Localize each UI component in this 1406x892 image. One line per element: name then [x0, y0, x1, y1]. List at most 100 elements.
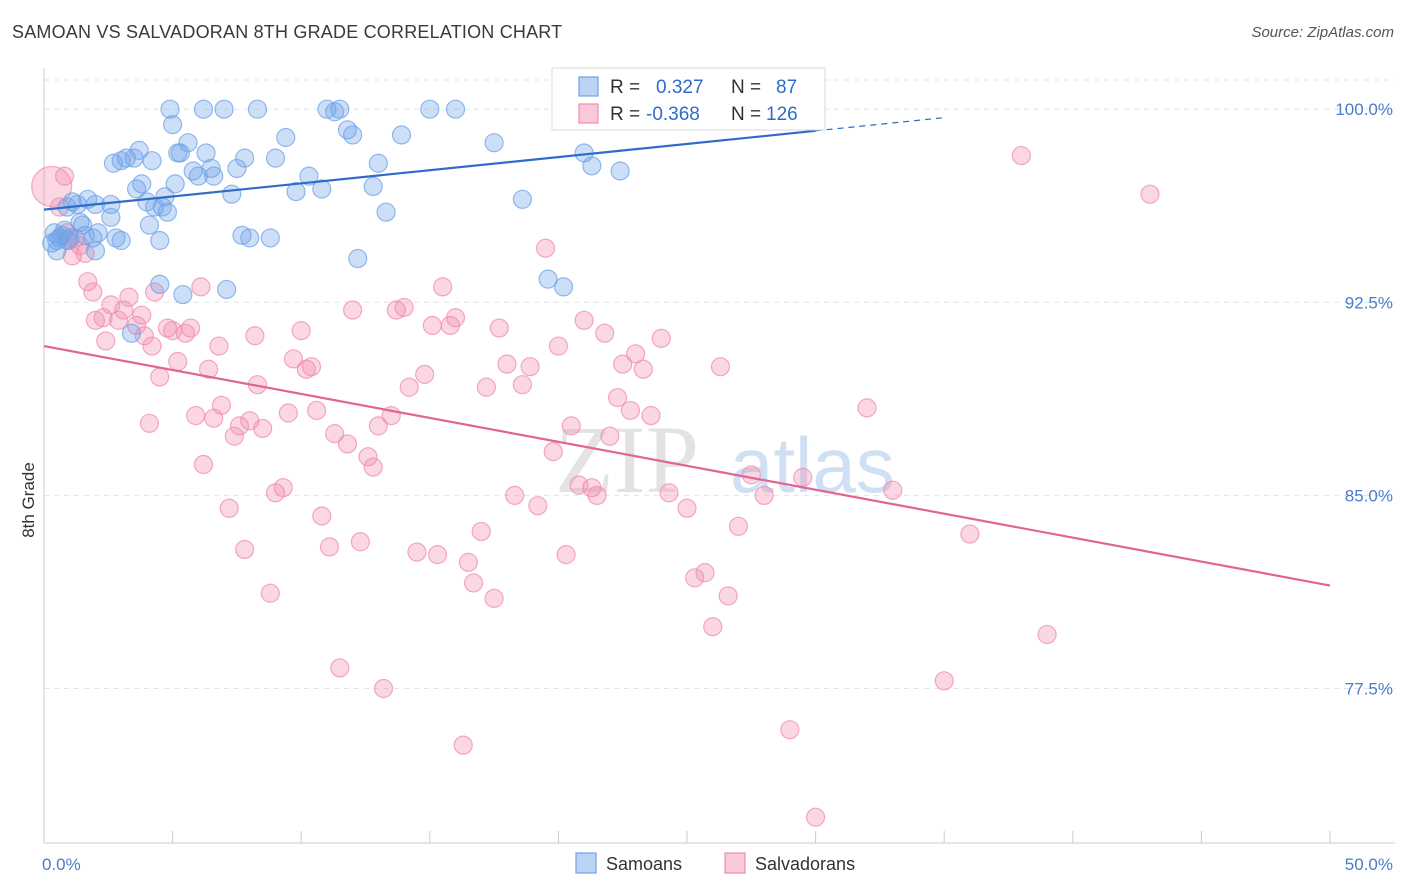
salvadorans-point — [283, 349, 304, 369]
samoans-point — [103, 153, 124, 173]
samoans-point — [170, 143, 190, 163]
samoans-point — [60, 228, 80, 248]
salvadorans-point — [677, 498, 697, 518]
salvadorans-point — [199, 359, 219, 379]
salvadorans-point — [209, 336, 229, 356]
samoans-trend-extension — [815, 117, 945, 132]
salvadorans-point — [471, 521, 491, 542]
salvadorans-point — [427, 545, 448, 565]
samoans-point — [106, 228, 126, 248]
samoans-point — [330, 99, 350, 119]
legend-r-value-2: -0.368 — [646, 104, 700, 125]
salvadorans-point — [497, 354, 517, 374]
salvadorans-point — [142, 336, 162, 356]
salvadorans-point — [445, 308, 466, 328]
salvadorans-point — [175, 323, 196, 343]
samoans-point — [391, 125, 412, 145]
salvadorans-point — [186, 405, 206, 426]
samoans-point — [193, 99, 214, 119]
samoans-point — [160, 99, 180, 119]
watermark-atlas: atlas — [730, 421, 895, 509]
legend-swatch-samoans — [578, 76, 599, 97]
samoans-point — [132, 174, 152, 194]
salvadorans-point — [54, 166, 75, 186]
salvadorans-point — [260, 583, 280, 603]
salvadorans-point — [641, 405, 661, 426]
salvadorans-point — [394, 297, 414, 318]
salvadorans-point — [710, 357, 731, 377]
samoans-points — [42, 99, 630, 343]
salvadorans-point — [157, 318, 178, 338]
salvadorans-point — [535, 238, 556, 258]
salvadorans-point — [625, 344, 646, 364]
salvadorans-point — [463, 573, 484, 593]
salvadorans-point — [505, 485, 525, 506]
samoans-point — [343, 125, 363, 145]
samoans-point — [88, 223, 108, 243]
samoans-point — [232, 225, 252, 245]
salvadorans-point — [433, 277, 453, 297]
salvadorans-point — [291, 321, 311, 341]
legend-n-value-2: 126 — [766, 104, 798, 125]
samoans-point — [227, 158, 247, 179]
salvadorans-point — [718, 586, 738, 606]
samoans-point — [121, 323, 142, 343]
samoans-point — [204, 166, 224, 186]
bottom-legend: Samoans Salvadorans — [575, 852, 855, 874]
samoans-point — [240, 228, 260, 248]
salvadorans-point — [191, 277, 211, 297]
salvadorans-point — [587, 485, 607, 506]
salvadorans-point — [132, 305, 152, 325]
x-tick-labels: 0.0% 50.0% — [42, 855, 1393, 874]
samoans-point — [538, 269, 558, 289]
legend-r-value-1: 0.327 — [656, 77, 704, 98]
x-tick-label-min: 0.0% — [42, 855, 81, 874]
y-tick-label: 77.5% — [1345, 680, 1393, 699]
salvadorans-point — [574, 310, 594, 330]
salvadorans-point — [620, 400, 641, 421]
salvadorans-point — [703, 617, 723, 637]
salvadorans-point — [484, 588, 504, 608]
legend-box: R = 0.327 N = 87 R = -0.368 N = 126 — [551, 67, 826, 131]
salvadorans-point — [278, 403, 298, 423]
legend-n-value-1: 87 — [776, 77, 797, 98]
salvadorans-point — [219, 498, 239, 518]
samoans-point — [363, 176, 383, 197]
y-axis-label: 8th Grade — [19, 462, 38, 538]
samoans-point — [376, 202, 396, 222]
y-tick-label: 92.5% — [1345, 293, 1393, 312]
salvadorans-point — [368, 416, 388, 436]
salvadorans-point — [193, 454, 214, 475]
trend-lines — [43, 117, 1331, 587]
legend-n-label-2: N = — [731, 104, 761, 125]
bottom-legend-salvadorans: Salvadorans — [755, 854, 855, 874]
samoans-point — [582, 156, 602, 176]
salvadorans-point — [857, 398, 877, 418]
salvadorans-point — [150, 367, 170, 387]
salvadorans-point — [307, 400, 327, 421]
salvadorans-point — [793, 467, 813, 487]
salvadorans-point — [301, 357, 322, 377]
salvadorans-point — [83, 282, 103, 302]
samoans-point — [512, 189, 532, 209]
samoans-point — [52, 225, 72, 245]
salvadorans-point — [399, 377, 419, 397]
salvadorans-point — [607, 387, 628, 408]
salvadorans-point — [613, 354, 633, 374]
samoans-point — [348, 248, 368, 269]
salvadorans-point — [1011, 145, 1031, 166]
chart-title: SAMOAN VS SALVADORAN 8TH GRADE CORRELATI… — [12, 22, 563, 42]
salvadorans-point — [883, 480, 903, 500]
salvadorans-point — [528, 496, 548, 516]
samoans-point — [222, 184, 242, 204]
samoans-point — [247, 99, 268, 119]
samoans-point — [217, 279, 237, 300]
samoans-point — [299, 166, 319, 186]
salvadorans-point — [728, 516, 749, 536]
samoans-point — [196, 143, 216, 163]
salvadorans-point — [350, 532, 370, 552]
salvadorans-point — [330, 658, 350, 678]
salvadorans-point — [520, 357, 540, 377]
samoans-point — [142, 151, 162, 171]
salvadorans-point — [245, 326, 265, 346]
